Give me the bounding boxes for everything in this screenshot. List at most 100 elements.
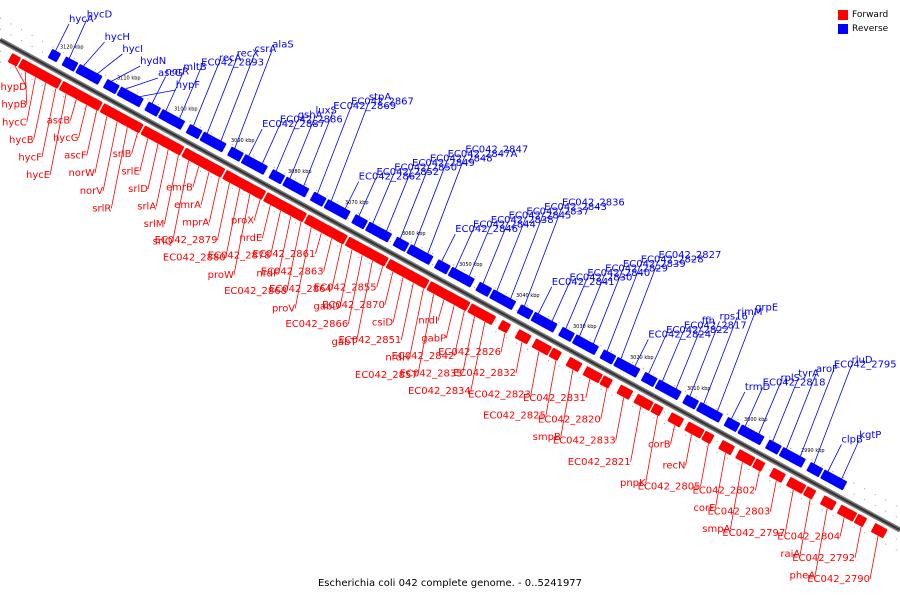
forward-gene-block — [375, 253, 389, 267]
reverse-gene-label-leader — [54, 23, 70, 53]
forward-gene-block — [59, 81, 75, 96]
forward-gene-block — [293, 209, 307, 222]
forward-gene-label-leader — [225, 188, 241, 258]
forward-gene-label: smpA — [702, 524, 730, 535]
forward-gene-label: EC042_2803 — [707, 507, 770, 518]
forward-gene-label-leader — [600, 388, 608, 420]
forward-gene-label: hycG — [53, 133, 79, 144]
forward-gene-label-leader — [147, 143, 159, 190]
forward-gene-label-leader — [685, 434, 692, 466]
reverse-gene-label: EC042_2836 — [562, 197, 625, 208]
forward-gene-label: EC042_2842 — [392, 351, 455, 362]
forward-gene-block — [385, 259, 402, 274]
reverse-gene-label-leader — [730, 391, 746, 421]
forward-gene-label-leader — [253, 199, 261, 221]
forward-gene-label: EC042_2805 — [638, 482, 701, 493]
forward-gene-block — [854, 514, 867, 527]
reverse-gene-block — [682, 394, 699, 410]
forward-gene-label-leader — [26, 77, 36, 123]
reverse-gene-block — [751, 432, 765, 446]
reverse-gene-label: EC042_2818 — [763, 377, 826, 388]
reverse-gene-label-leader — [744, 387, 764, 428]
reverse-gene-label-leader — [399, 163, 431, 240]
forward-gene-label: raiA — [780, 549, 800, 560]
forward-gene-label-leader — [515, 342, 523, 374]
reverse-gene-label-leader — [330, 101, 370, 203]
reverse-gene-label-leader — [233, 49, 273, 150]
reverse-gene-block — [365, 221, 386, 239]
forward-gene-block — [467, 303, 484, 318]
forward-gene-label: pheA — [789, 570, 815, 581]
reverse-gene-block — [654, 379, 675, 397]
reverse-gene-block — [834, 477, 848, 491]
legend-forward: Forward — [838, 8, 888, 22]
forward-gene-block — [701, 430, 715, 444]
reverse-gene-label-leader — [96, 53, 123, 75]
reverse-gene-label-leader — [620, 259, 659, 360]
forward-gene-label-leader — [49, 93, 67, 176]
forward-gene-block — [253, 186, 266, 200]
reverse-gene-block — [185, 124, 203, 140]
reverse-gene-block — [461, 274, 475, 288]
reverse-gene-label-leader — [592, 268, 624, 345]
forward-gene-label: nrdE — [239, 233, 262, 244]
forward-gene-label-leader — [78, 104, 87, 139]
forward-gene-label: hycB — [9, 135, 34, 146]
reverse-gene-label: rimM — [737, 307, 762, 318]
forward-gene-label-leader — [200, 171, 210, 205]
reverse-gene-label-leader — [220, 53, 255, 143]
reverse-gene-label: alaS — [272, 40, 293, 51]
reverse-gene-block — [641, 372, 658, 387]
forward-gene-label: proV — [272, 303, 295, 314]
forward-gene-label: EC042_2864 — [269, 284, 332, 295]
forward-gene-block — [171, 142, 185, 156]
forward-gene-block — [871, 523, 888, 539]
reverse-gene-label: EC042_2845 — [509, 211, 572, 222]
forward-gene-block — [684, 421, 705, 439]
reverse-gene-block — [103, 79, 120, 94]
reverse-gene-label: rluD — [852, 355, 873, 366]
reverse-gene-label-leader — [661, 330, 685, 383]
reverse-gene-block — [765, 439, 782, 455]
forward-gene-label-leader — [331, 244, 343, 290]
forward-gene-label: nrdI — [418, 316, 438, 327]
forward-gene-label-leader — [278, 216, 292, 274]
forward-gene-label: ascF — [64, 151, 87, 162]
forward-gene-label: srlA — [137, 202, 156, 213]
forward-gene-label: EC042_2792 — [792, 553, 855, 564]
forward-gene-label: EC042_2826 — [438, 347, 501, 358]
reverse-gene-label: EC042_2848 — [430, 154, 493, 165]
reverse-gene-label-leader — [316, 106, 352, 195]
forward-gene-label-leader — [217, 182, 230, 241]
reverse-gene-label: EC042_2847 — [465, 145, 528, 156]
reverse-gene-label-leader — [564, 277, 588, 330]
forward-gene-label-leader — [670, 425, 675, 445]
reverse-gene-label-leader — [68, 19, 88, 60]
reverse-gene-label: hydN — [140, 56, 166, 67]
reverse-gene-block — [475, 281, 492, 297]
reverse-gene-block — [158, 109, 179, 126]
reverse-gene-label-leader — [606, 264, 642, 353]
reverse-gene-label: EC042_2838 — [491, 215, 554, 226]
forward-gene-label-leader — [814, 508, 828, 576]
forward-gene-label-leader — [131, 132, 138, 154]
forward-gene-label-leader — [530, 351, 540, 395]
forward-gene-block — [616, 384, 634, 400]
reverse-gene-label: clpB — [841, 434, 863, 445]
forward-gene-label: EC042_2790 — [807, 574, 870, 585]
forward-gene-label-leader — [400, 282, 414, 341]
reverse-gene-label: EC042_2824 — [648, 329, 711, 340]
forward-gene-label: EC042_2835 — [400, 368, 463, 379]
kbp-tick-label: 3040 kbp — [516, 293, 540, 299]
reverse-gene-label-leader — [482, 220, 509, 285]
forward-gene-block — [18, 58, 34, 74]
reverse-gene-block — [310, 191, 327, 207]
forward-gene-block — [531, 338, 552, 356]
kbp-tick-label: 3010 kbp — [687, 386, 711, 392]
reverse-gene-label-leader — [371, 172, 395, 225]
forward-gene-label-leader — [102, 121, 118, 191]
forward-gene-label: hypD — [0, 82, 27, 93]
reverse-gene-label-leader — [827, 444, 842, 473]
forward-gene-label-leader — [233, 193, 251, 276]
forward-gene-label-leader — [24, 71, 28, 105]
